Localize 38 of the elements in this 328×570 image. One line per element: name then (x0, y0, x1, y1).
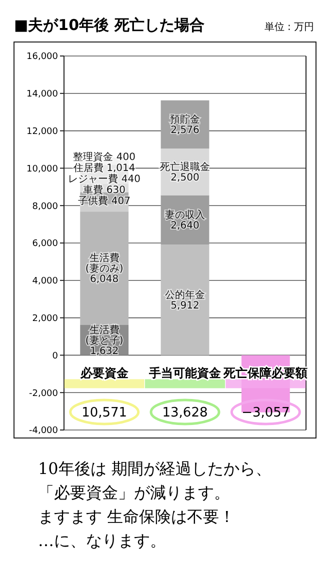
text: …に、なります。 (38, 531, 166, 550)
series-label: 生活費(妻のみ) (85, 252, 124, 275)
annotation: 13,628 (162, 406, 208, 421)
y-tick-label: -2,000 (28, 388, 58, 399)
text: 「必要資金」が減ります。 (38, 483, 230, 502)
chart-title: ■夫が10年後 死亡した場合 (14, 16, 204, 34)
data-label: 2,640 (170, 220, 200, 232)
data-label: 5,912 (170, 300, 200, 312)
text: 整理資金 400 (73, 152, 136, 164)
data-label: 2,500 (170, 172, 200, 184)
text: レジャー費 440 (68, 174, 140, 186)
series-label: 死亡退職金 (160, 161, 210, 174)
series-label: 妻の収入 (165, 209, 205, 222)
text: ますます 生命保険は不要！ (38, 507, 236, 526)
data-label: 6,048 (90, 274, 119, 286)
y-tick-label: 0 (52, 351, 58, 362)
x-tick-label: 必要資金 (79, 366, 130, 380)
x-tick-label: 手当可能資金 (148, 366, 222, 380)
annotation: −3,057 (242, 406, 290, 421)
data-label: 1,632 (90, 346, 119, 357)
y-tick-label: 2,000 (32, 314, 58, 324)
data-label: 2,576 (170, 125, 200, 136)
text: 車費 630 (83, 185, 126, 196)
y-tick-label: 6,000 (32, 239, 58, 250)
y-tick-label: -4,000 (28, 426, 58, 436)
text: 子供費 407 (78, 196, 130, 208)
chart-subtitle: 単位 : 万円 (264, 21, 314, 33)
y-tick-label: 14,000 (26, 90, 58, 100)
y-tick-label: 12,000 (26, 126, 58, 137)
series-label: 生活費(妻と子) (85, 324, 124, 346)
series-label: 公的年金 (165, 289, 205, 302)
y-tick-label: 4,000 (32, 276, 58, 287)
y-tick-label: 8,000 (32, 202, 58, 212)
series-label: 預貯金 (170, 114, 200, 126)
y-tick-label: 10,000 (26, 164, 58, 174)
y-tick-label: 16,000 (26, 52, 58, 62)
annotation: 10,571 (82, 406, 128, 421)
text: 10年後は 期間が経過したから、 (38, 459, 272, 478)
